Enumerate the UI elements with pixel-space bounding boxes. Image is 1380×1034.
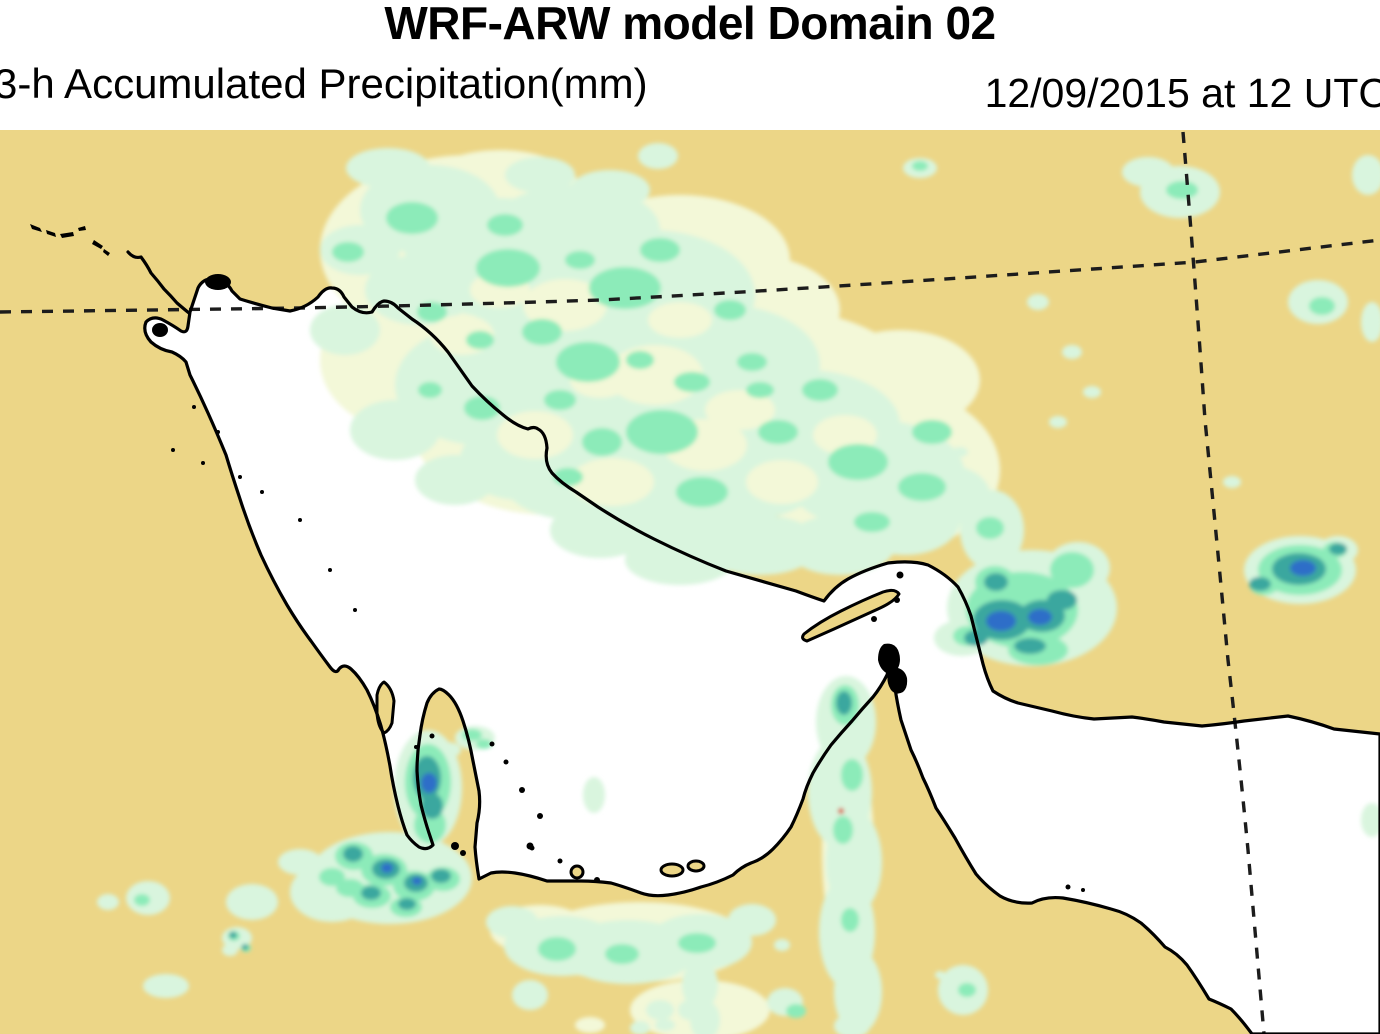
island-dot <box>1081 888 1085 892</box>
qeshm-island <box>801 588 901 643</box>
islands <box>375 588 901 880</box>
coastal-islet <box>686 859 706 873</box>
marshland-marks <box>30 224 110 256</box>
land-speck <box>238 475 242 479</box>
precip-intense-layer <box>381 560 1316 885</box>
island-dot <box>414 745 418 749</box>
land-speck <box>171 448 175 452</box>
shatt-al-arab-river <box>126 250 191 315</box>
island-dot <box>460 850 466 856</box>
island-dot <box>503 759 509 765</box>
island-dot <box>298 518 302 522</box>
precip-extreme-layer <box>838 808 844 814</box>
plot-timestamp: 12/09/2015 at 12 UTC <box>984 70 1380 116</box>
coastlines <box>126 250 1380 1034</box>
land-speck <box>260 490 264 494</box>
plot-title: WRF-ARW model Domain 02 <box>384 0 996 49</box>
musandam-tip <box>878 643 908 694</box>
plot-variable-label: 3-h Accumulated Precipitation(mm) <box>0 60 648 107</box>
river-delta <box>205 274 231 290</box>
island-dot <box>594 877 600 883</box>
island-dot <box>353 608 357 612</box>
ring-island <box>569 864 585 880</box>
gridlines <box>0 131 1380 1034</box>
island-dot <box>519 787 525 793</box>
latitude-gridline <box>0 238 1380 314</box>
island-dot <box>526 842 534 850</box>
island-dot <box>896 571 904 579</box>
land-speck <box>201 461 205 465</box>
plot-header: WRF-ARW model Domain 02 3-h Accumulated … <box>0 0 1380 130</box>
land-speck <box>192 405 196 409</box>
precip-trace-texture <box>430 272 877 506</box>
island-dot <box>1065 884 1071 890</box>
land-speck <box>216 430 220 434</box>
kuwait-bay-islet <box>152 323 168 337</box>
island-dot <box>489 741 495 747</box>
map-black-features <box>30 224 1085 892</box>
precipitation-field <box>97 143 1380 1034</box>
island-dot <box>328 568 332 572</box>
map-canvas <box>0 130 1380 1034</box>
island-dot <box>537 813 543 819</box>
island-dot <box>871 616 877 622</box>
island-dot <box>429 733 435 739</box>
island-dot <box>557 858 563 864</box>
island-dot <box>451 842 459 850</box>
island-dot <box>894 597 900 603</box>
longitude-gridline <box>1181 131 1266 1034</box>
coastal-islet <box>659 862 685 878</box>
